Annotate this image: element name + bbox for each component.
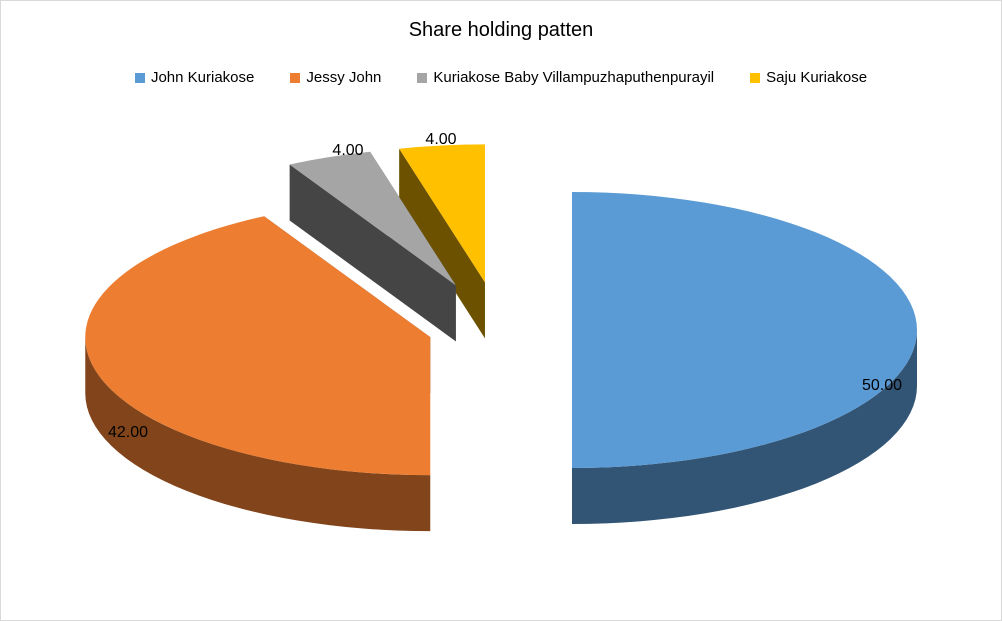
legend: John Kuriakose Jessy John Kuriakose Baby… bbox=[1, 69, 1001, 86]
legend-swatch bbox=[417, 72, 428, 83]
legend-swatch bbox=[750, 72, 761, 83]
legend-swatch bbox=[290, 72, 301, 83]
chart-title: Share holding patten bbox=[408, 19, 594, 41]
pie-slice bbox=[572, 192, 917, 524]
legend-item-john-kuriakose: John Kuriakose bbox=[134, 69, 255, 86]
legend-item-saju-kuriakose: Saju Kuriakose bbox=[750, 69, 867, 86]
legend-label: Kuriakose Baby Villampuzhaputhenpurayil bbox=[433, 69, 715, 86]
pie-slice bbox=[85, 216, 431, 532]
slice-top bbox=[572, 192, 917, 468]
slice-top bbox=[289, 151, 456, 286]
slice-side-wall bbox=[289, 164, 456, 342]
data-label: 50.00 bbox=[862, 377, 902, 394]
legend-swatch bbox=[134, 72, 145, 83]
slice-side-wall bbox=[399, 148, 485, 339]
slice-outer-wall bbox=[572, 330, 917, 524]
slice-outer-wall bbox=[85, 337, 431, 532]
slice-top bbox=[85, 216, 431, 476]
legend-label: Saju Kuriakose bbox=[766, 69, 868, 86]
legend-label: Jessy John bbox=[306, 69, 382, 86]
pie-slice bbox=[289, 151, 456, 342]
pie-slice bbox=[399, 144, 485, 339]
data-label: 42.00 bbox=[108, 424, 148, 441]
data-label: 4.00 bbox=[332, 142, 363, 159]
legend-item-jessy-john: Jessy John bbox=[290, 69, 381, 86]
legend-label: John Kuriakose bbox=[150, 69, 255, 86]
data-label: 4.00 bbox=[425, 131, 456, 148]
legend-item-kuriakose-baby: Kuriakose Baby Villampuzhaputhenpurayil bbox=[417, 69, 714, 86]
slice-top bbox=[399, 144, 485, 283]
